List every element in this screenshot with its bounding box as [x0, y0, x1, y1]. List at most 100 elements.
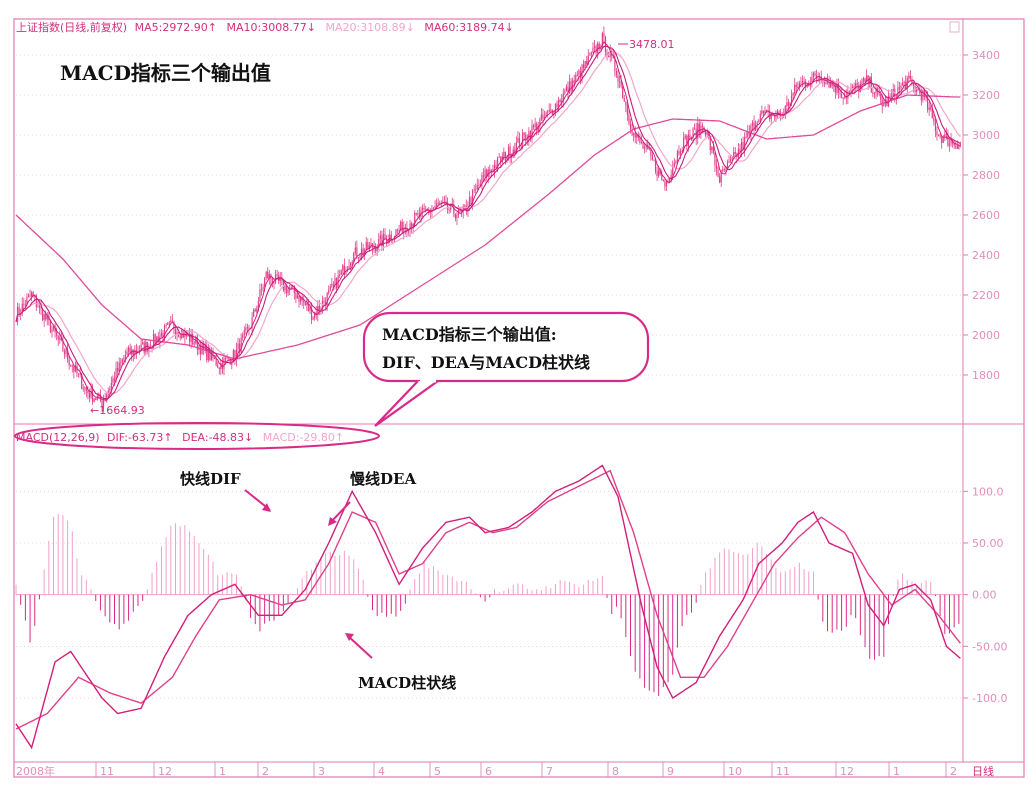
dea-annotation: 慢线DEA — [350, 470, 416, 488]
candle-body — [448, 209, 450, 211]
candle-body — [437, 202, 439, 204]
candle-body — [930, 107, 932, 109]
candle-body — [714, 153, 716, 166]
callout-box — [362, 311, 650, 383]
candle-body — [784, 106, 786, 116]
candle-body — [73, 366, 75, 372]
candle-body — [220, 363, 222, 370]
candle-body — [259, 289, 261, 302]
candle-body — [942, 136, 944, 143]
candle-body — [74, 365, 77, 372]
candle-body — [412, 223, 414, 227]
candle-body — [118, 362, 120, 372]
candle-body — [678, 151, 680, 155]
candle-body — [462, 205, 464, 212]
ma5-readout: MA5:2972.90↑ — [135, 21, 217, 34]
candle-body — [626, 105, 628, 115]
candle-body — [947, 134, 949, 146]
candle-body — [276, 274, 278, 276]
candle-body — [375, 246, 377, 252]
candle-body — [795, 84, 797, 88]
candle-body — [839, 92, 841, 94]
candle-body — [192, 334, 194, 345]
candle-body — [129, 347, 131, 355]
candle-body — [830, 81, 832, 88]
candle-body — [847, 91, 849, 99]
candle-body — [778, 111, 780, 115]
candle-body — [805, 81, 807, 87]
low-label: ←1664.93 — [90, 404, 145, 417]
macd-tick-label: -100.0 — [972, 692, 1007, 705]
candle-body — [512, 149, 514, 155]
macd-tick-label: -50.00 — [972, 640, 1007, 653]
candle-body — [49, 320, 51, 333]
candle-body — [756, 122, 758, 125]
candle-body — [307, 303, 309, 311]
candle-body — [898, 87, 901, 89]
candle-body — [360, 248, 363, 256]
candle-body — [587, 55, 589, 65]
candle-body — [772, 114, 774, 116]
candle-body — [742, 142, 744, 150]
candle-body — [384, 234, 386, 239]
candle-body — [104, 398, 106, 401]
candle-body — [959, 143, 962, 145]
candle-body — [334, 277, 336, 285]
candle-body — [651, 155, 653, 160]
candle-body — [800, 82, 802, 84]
candle-body — [163, 325, 166, 339]
candle-body — [468, 197, 471, 208]
candle-body — [140, 344, 142, 351]
candle-body — [245, 327, 247, 331]
candle-body — [112, 378, 114, 383]
time-tick-label: 2 — [950, 765, 957, 778]
candle-body — [102, 400, 105, 407]
candle-body — [834, 86, 836, 93]
candle-body — [160, 333, 163, 337]
candle-body — [900, 85, 902, 89]
candle-body — [506, 156, 508, 161]
candle-body — [223, 358, 225, 370]
candle-body — [348, 265, 350, 269]
candle-body — [629, 123, 632, 130]
candle-body — [109, 388, 111, 391]
candle-body — [350, 263, 352, 266]
candle-body — [933, 118, 935, 122]
candle-body — [126, 351, 128, 355]
candle-body — [507, 146, 510, 157]
candle-body — [193, 343, 195, 345]
candle-body — [797, 87, 799, 88]
candle-body — [767, 109, 769, 111]
candle-body — [601, 33, 603, 48]
candle-body — [82, 388, 84, 390]
time-tick-label: 12 — [840, 765, 854, 778]
candle-body — [909, 75, 911, 79]
candle-body — [542, 114, 544, 119]
candle-body — [575, 74, 577, 83]
candle-body — [761, 110, 763, 114]
candle-body — [565, 86, 567, 92]
candle-body — [454, 213, 456, 219]
candle-body — [709, 137, 711, 151]
candle-body — [268, 273, 270, 279]
candle-body — [720, 171, 722, 183]
candle-body — [287, 289, 289, 294]
candle-body — [267, 271, 269, 279]
candle-body — [498, 156, 500, 158]
candle-body — [215, 358, 217, 366]
price-tick-label: 2600 — [972, 209, 1000, 222]
price-tick-label: 1800 — [972, 369, 1000, 382]
candle-body — [856, 83, 858, 85]
candle-body — [46, 315, 48, 320]
candle-body — [916, 87, 918, 92]
candle-body — [145, 341, 147, 353]
candle-body — [864, 78, 866, 82]
candle-body — [694, 128, 696, 130]
candle-body — [226, 357, 228, 359]
ma5-line — [15, 40, 961, 401]
candle-body — [65, 349, 67, 355]
candle-body — [948, 143, 951, 146]
candle-body — [121, 359, 123, 363]
candle-body — [467, 207, 469, 212]
candle-body — [256, 308, 258, 312]
